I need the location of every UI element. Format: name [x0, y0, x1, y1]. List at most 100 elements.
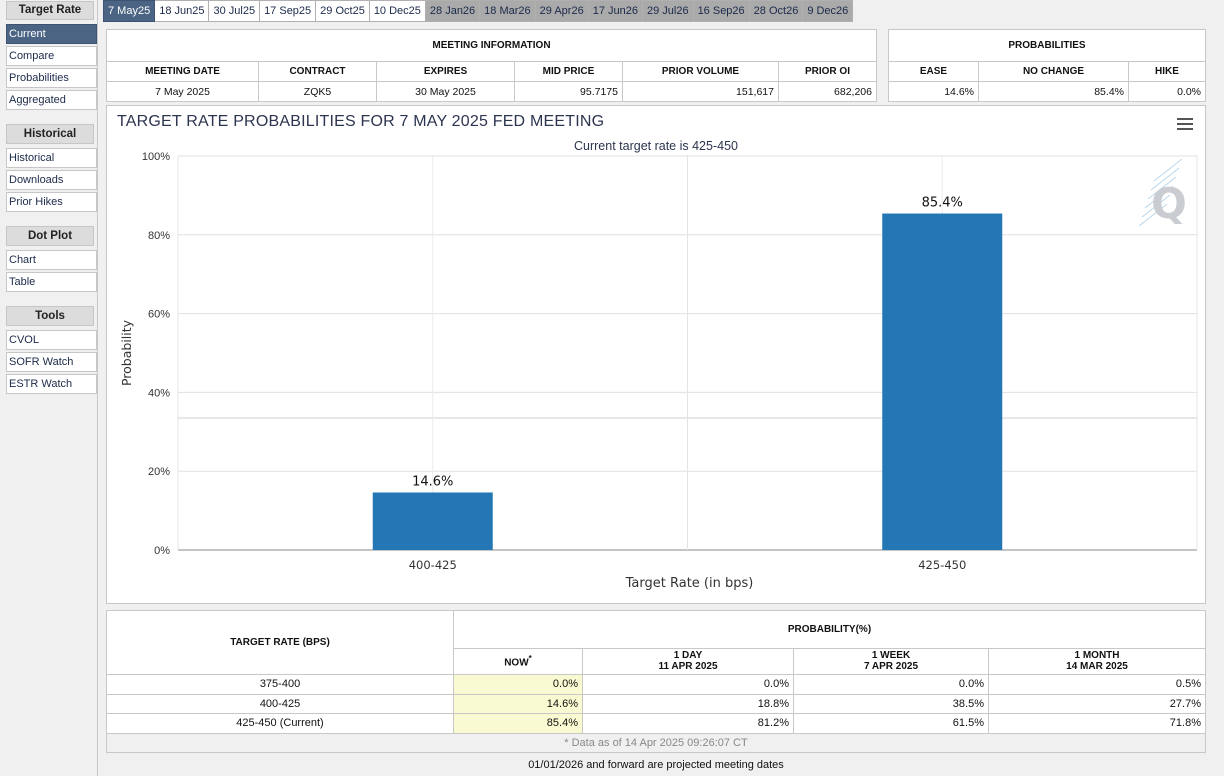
prob-ease: 14.6% — [888, 81, 979, 102]
col-header-1-day: 1 DAY 11 APR 2025 — [582, 647, 794, 676]
sidebar-item-prior-hikes[interactable]: Prior Hikes — [6, 192, 97, 212]
now-cell: 85.4% — [453, 713, 583, 734]
sidebar-group-tools[interactable]: Tools — [6, 306, 94, 326]
hamburger-menu-icon[interactable] — [1177, 118, 1193, 132]
mid-price: 95.7175 — [514, 81, 623, 102]
tab-meeting[interactable]: 18 Jun25 — [155, 0, 210, 22]
tab-meeting[interactable]: 17 Jun26 — [588, 0, 643, 22]
col-header-1-month: 1 MONTH 14 MAR 2025 — [988, 647, 1206, 676]
prob-no-change: 85.4% — [978, 81, 1129, 102]
week-cell: 38.5% — [793, 693, 989, 714]
expires: 30 May 2025 — [376, 81, 515, 102]
sidebar-item-historical[interactable]: Historical — [6, 148, 97, 168]
month-cell: 0.5% — [988, 674, 1206, 695]
sidebar-item-compare[interactable]: Compare — [6, 46, 97, 66]
now-cell: 14.6% — [453, 693, 583, 714]
bar-400-425 — [372, 492, 493, 550]
col-header: PRIOR VOLUME — [622, 61, 779, 82]
sidebar-group-historical[interactable]: Historical — [6, 124, 94, 144]
col-header: CONTRACT — [258, 61, 377, 82]
chart-title: TARGET RATE PROBABILITIES FOR 7 MAY 2025… — [117, 113, 605, 130]
sidebar-item-table[interactable]: Table — [6, 272, 97, 292]
day-cell: 18.8% — [582, 693, 794, 714]
sidebar: Target Rate Current Compare Probabilitie… — [0, 0, 98, 776]
sidebar-item-downloads[interactable]: Downloads — [6, 170, 97, 190]
rate-cell: 425-450 (Current) — [106, 713, 454, 734]
month-cell: 27.7% — [988, 693, 1206, 714]
y-tick-label: 20% — [148, 466, 170, 478]
meeting-date: 7 May 2025 — [106, 81, 259, 102]
col-header: NO CHANGE — [978, 61, 1129, 82]
col-header-target-rate: TARGET RATE (BPS) — [106, 610, 454, 675]
sidebar-item-aggregated[interactable]: Aggregated — [6, 90, 97, 110]
meeting-info-caption: MEETING INFORMATION — [106, 29, 877, 62]
bar-data-label: 14.6% — [412, 474, 453, 489]
tab-meeting[interactable]: 16 Sep26 — [693, 0, 750, 22]
watermark-stroke — [1141, 194, 1171, 218]
tab-meeting[interactable]: 10 Dec25 — [369, 0, 426, 22]
sidebar-item-sofr-watch[interactable]: SOFR Watch — [6, 352, 97, 372]
watermark-stroke — [1147, 176, 1177, 200]
y-tick-label: 100% — [142, 151, 170, 163]
y-tick-label: 60% — [148, 309, 170, 321]
col-header: EXPIRES — [376, 61, 515, 82]
sidebar-group-target-rate[interactable]: Target Rate — [6, 1, 94, 20]
day-cell: 0.0% — [582, 674, 794, 695]
tab-meeting[interactable]: 28 Jan26 — [425, 0, 481, 22]
data-timestamp-note: * Data as of 14 Apr 2025 09:26:07 CT — [106, 732, 1206, 753]
watermark-letter: Q — [1151, 179, 1187, 228]
watermark-stroke — [1144, 185, 1174, 209]
tab-meeting[interactable]: 29 Apr26 — [535, 0, 589, 22]
col-header-probability: PROBABILITY(%) — [453, 610, 1206, 649]
tab-meeting[interactable]: 7 May25 — [103, 0, 156, 22]
probabilities-table: PROBABILITIES EASE NO CHANGE HIKE 14.6% … — [888, 29, 1206, 102]
sidebar-item-current[interactable]: Current — [6, 24, 97, 44]
tab-meeting[interactable]: 29 Oct25 — [316, 0, 370, 22]
contract: ZQK5 — [258, 81, 377, 102]
bar-425-450 — [882, 213, 1003, 551]
tab-meeting[interactable]: 17 Sep25 — [260, 0, 317, 22]
probability-bar-chart: 0% 20% 40% 60% 80% 100% 14.6% 400-425 85.4% 425-4… — [119, 151, 1198, 591]
y-tick-label: 80% — [148, 230, 170, 242]
x-tick-label: 400-425 — [409, 558, 457, 572]
col-header: EASE — [888, 61, 979, 82]
col-header-now: NOW* — [453, 647, 583, 676]
x-axis-title: Target Rate (in bps) — [625, 576, 754, 591]
y-axis-title: Probability — [119, 319, 134, 386]
table-row: 400-425 14.6% 18.8% 38.5% 27.7% — [106, 693, 1206, 714]
tab-meeting[interactable]: 29 Jul26 — [642, 0, 694, 22]
y-tick-label: 0% — [154, 545, 170, 557]
tab-meeting[interactable]: 18 Mar26 — [480, 0, 536, 22]
bar-data-label: 85.4% — [922, 196, 963, 211]
col-header: HIKE — [1128, 61, 1206, 82]
sidebar-group-dot-plot[interactable]: Dot Plot — [6, 226, 94, 246]
sidebar-item-estr-watch[interactable]: ESTR Watch — [6, 374, 97, 394]
col-header-1-week: 1 WEEK 7 APR 2025 — [793, 647, 989, 676]
watermark-logo: Q — [1138, 158, 1187, 228]
sidebar-item-chart[interactable]: Chart — [6, 250, 97, 270]
meeting-info-table: MEETING INFORMATION MEETING DATE CONTRAC… — [106, 29, 877, 102]
prob-hike: 0.0% — [1128, 81, 1206, 102]
chart-panel: 0% 20% 40% 60% 80% 100% 14.6% 400-425 85.4% 425-4… — [106, 105, 1206, 604]
watermark-stroke — [1138, 203, 1168, 227]
prior-volume: 151,617 — [622, 81, 779, 102]
watermark-stroke — [1150, 167, 1180, 191]
sidebar-item-cvol[interactable]: CVOL — [6, 330, 97, 350]
footer-note: 01/01/2026 and forward are projected mee… — [528, 759, 784, 771]
now-cell: 0.0% — [453, 674, 583, 695]
week-cell: 61.5% — [793, 713, 989, 734]
tab-meeting[interactable]: 9 Dec26 — [803, 0, 854, 22]
probability-history-table: TARGET RATE (BPS) PROBABILITY(%) NOW* 1 … — [106, 610, 1206, 753]
col-header: PRIOR OI — [778, 61, 877, 82]
day-cell: 81.2% — [582, 713, 794, 734]
week-cell: 0.0% — [793, 674, 989, 695]
meeting-tabs: 7 May25 18 Jun25 30 Jul25 17 Sep25 29 Oc… — [103, 0, 854, 22]
tab-meeting[interactable]: 30 Jul25 — [209, 0, 261, 22]
tab-meeting[interactable]: 28 Oct26 — [749, 0, 804, 22]
x-tick-label: 425-450 — [918, 558, 966, 572]
y-tick-label: 40% — [148, 387, 170, 399]
col-header: MID PRICE — [514, 61, 623, 82]
sidebar-item-probabilities[interactable]: Probabilities — [6, 68, 97, 88]
table-row: 375-400 0.0% 0.0% 0.0% 0.5% — [106, 674, 1206, 695]
chart-subtitle: Current target rate is 425-450 — [574, 139, 738, 153]
